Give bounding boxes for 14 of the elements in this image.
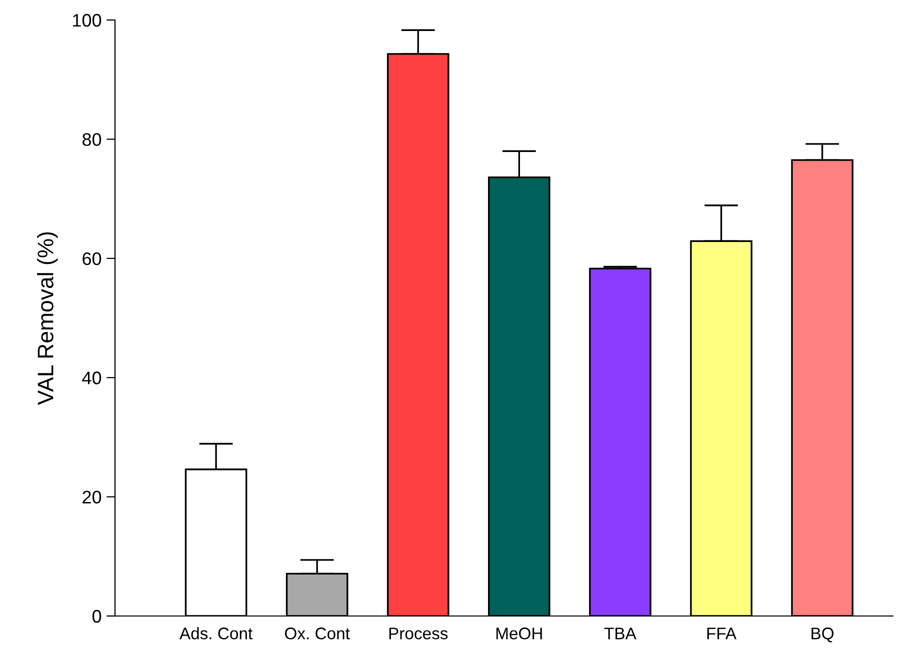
y-tick-label: 20 (82, 490, 102, 504)
y-tick-label: 100 (73, 14, 102, 27)
x-tick-label: Ox. Cont (284, 628, 350, 640)
y-tick-label: 80 (82, 133, 102, 146)
y-tick-label: 60 (82, 252, 102, 266)
y-tick-label: 0 (92, 610, 102, 623)
x-tick-label: MeOH (496, 628, 542, 640)
y-tick-label: 40 (82, 372, 102, 384)
x-tick-label: Process (389, 628, 448, 640)
x-tick-label: FFA (707, 628, 736, 640)
x-tick-label: TBA (604, 628, 636, 640)
x-tick-label: Ads. Cont (179, 627, 253, 640)
y-axis-title: VAL Removal (%) (37, 232, 58, 405)
x-tick-label: BQ (812, 628, 834, 642)
